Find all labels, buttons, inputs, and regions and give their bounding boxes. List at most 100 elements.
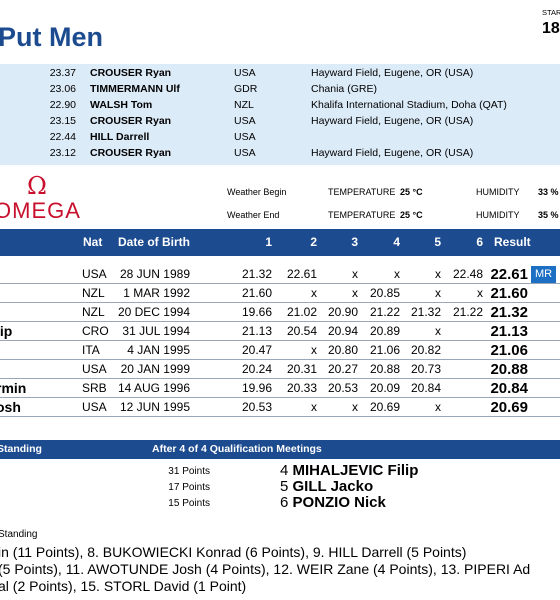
table-row: NZL 20 DEC 1994 19.66 21.02 20.90 21.22 … (0, 303, 560, 322)
athlete-dob: 28 JUN 1989 (119, 267, 190, 281)
athlete-name: lip (0, 323, 13, 339)
attempt-2: x (311, 343, 317, 357)
record-name: CROUSER Ryan (90, 115, 172, 127)
athlete-dob: 31 JUL 1994 (122, 324, 190, 338)
attempt-5: 20.84 (410, 381, 441, 395)
attempt-2: x (311, 400, 317, 414)
record-row: 23.12 CROUSER Ryan USA Hayward Field, Eu… (0, 145, 560, 161)
record-name: WALSH Tom (90, 99, 153, 111)
record-mark: 23.37 (49, 67, 76, 79)
attempt-5: x (435, 267, 441, 281)
attempt-5: 21.32 (410, 305, 441, 319)
attempt-3: x (352, 400, 358, 414)
attempt-4: 20.88 (369, 362, 400, 376)
humidity-label: HUMIDITY (476, 187, 520, 197)
attempt-1: 21.60 (241, 286, 272, 300)
standing-line: in (11 Points), 8. BUKOWIECKI Konrad (6 … (0, 544, 467, 560)
standing-points: 15 Points (168, 498, 210, 509)
standing-sub-label: Standing (0, 529, 38, 540)
record-row: 23.15 CROUSER Ryan USA Hayward Field, Eu… (0, 113, 560, 129)
record-mark: 22.44 (49, 131, 76, 143)
attempt-6: 21.22 (452, 305, 483, 319)
athlete-nat: NZL (82, 305, 105, 319)
omega-logo-text: OMEGA (0, 198, 81, 223)
record-venue: Hayward Field, Eugene, OR (USA) (311, 115, 474, 127)
result-mark: 21.06 (490, 342, 528, 359)
result-mark: 21.13 (490, 323, 528, 340)
header-dob: Date of Birth (118, 235, 190, 249)
record-venue: Khalifa International Stadium, Doha (QAT… (311, 99, 507, 111)
attempt-2: 20.33 (286, 381, 317, 395)
rank-name: MIHALJEVIC Filip (292, 462, 419, 479)
attempt-4: 20.09 (369, 381, 400, 395)
attempt-4: 20.89 (369, 324, 400, 338)
table-row: rmin SRB 14 AUG 1996 19.96 20.33 20.53 2… (0, 379, 560, 398)
attempt-1: 20.47 (241, 343, 272, 357)
temperature-begin: 25 °C (400, 187, 423, 197)
temperature-end: 25 °C (400, 210, 423, 220)
attempt-3: 20.53 (327, 381, 358, 395)
athlete-dob: 1 MAR 1992 (123, 286, 190, 300)
rank-name: GILL Jacko (292, 478, 374, 495)
header-attempt-1: 1 (265, 235, 272, 249)
record-mark: 23.06 (49, 83, 76, 95)
attempt-5: 20.82 (410, 343, 441, 357)
record-nat: USA (234, 131, 256, 143)
attempt-1: 20.24 (241, 362, 272, 376)
header-attempt-2: 2 (310, 235, 317, 249)
attempt-1: 20.53 (241, 400, 272, 414)
attempt-2: 20.54 (286, 324, 317, 338)
standing-rank: 4 MIHALJEVIC Filip (280, 462, 418, 479)
weather-begin-label: Weather Begin (227, 187, 287, 197)
attempt-2: x (311, 286, 317, 300)
record-row: 23.37 CROUSER Ryan USA Hayward Field, Eu… (0, 65, 560, 81)
record-name: CROUSER Ryan (90, 67, 172, 79)
table-row: lip CRO 31 JUL 1994 21.13 20.54 20.94 20… (0, 322, 560, 341)
attempt-5: x (435, 324, 441, 338)
record-venue: Chania (GRE) (311, 83, 377, 95)
rank-position: 4 (280, 462, 289, 479)
attempt-3: 20.90 (327, 305, 358, 319)
standing-rank: 6 PONZIO Nick (280, 494, 386, 511)
record-mark: 23.15 (49, 115, 76, 127)
attempt-3: 20.80 (327, 343, 358, 357)
athlete-dob: 14 AUG 1996 (117, 381, 190, 395)
result-mark: 20.69 (490, 399, 528, 416)
record-row: 22.44 HILL Darrell USA (0, 129, 560, 145)
attempt-5: 20.73 (410, 362, 441, 376)
attempt-1: 21.13 (241, 324, 272, 338)
athlete-name: rmin (0, 380, 27, 396)
rank-position: 6 (280, 494, 289, 511)
record-name: CROUSER Ryan (90, 147, 172, 159)
table-row: NZL 1 MAR 1992 21.60 x x 20.85 x x 21.60 (0, 284, 560, 303)
standing-line: (5 Points), 11. AWOTUNDE Josh (4 Points)… (0, 561, 531, 577)
attempt-4: 20.85 (369, 286, 400, 300)
athlete-nat: CRO (82, 324, 109, 338)
record-nat: USA (234, 115, 256, 127)
athlete-nat: NZL (82, 286, 105, 300)
record-row: 22.90 WALSH Tom NZL Khalifa Internationa… (0, 97, 560, 113)
results-table-header: Nat Date of Birth 1 2 3 4 5 6 Result (0, 229, 560, 256)
athlete-name: osh (0, 399, 21, 415)
athlete-nat: USA (82, 400, 107, 414)
temperature-label: TEMPERATURE (328, 210, 396, 220)
standing-points: 31 Points (168, 466, 210, 477)
start-label: STAR (542, 8, 560, 17)
table-row: USA 28 JUN 1989 21.32 22.61 x x x 22.48 … (0, 265, 560, 284)
attempt-2: 22.61 (286, 267, 317, 281)
athlete-nat: SRB (82, 381, 107, 395)
record-nat: NZL (234, 99, 254, 111)
athlete-dob: 12 JUN 1995 (119, 400, 190, 414)
attempt-3: x (352, 286, 358, 300)
record-mark: 23.12 (49, 147, 76, 159)
result-mark: 22.61 (490, 266, 528, 283)
header-attempt-6: 6 (476, 235, 483, 249)
omega-logo-icon: Ω (27, 172, 47, 200)
attempt-4: x (394, 267, 400, 281)
humidity-end: 35 % (538, 210, 559, 220)
attempt-2: 21.02 (286, 305, 317, 319)
result-mark: 20.84 (490, 380, 528, 397)
attempt-2: 20.31 (286, 362, 317, 376)
record-row: 23.06 TIMMERMANN Ulf GDR Chania (GRE) (0, 81, 560, 97)
rank-position: 5 (280, 478, 289, 495)
